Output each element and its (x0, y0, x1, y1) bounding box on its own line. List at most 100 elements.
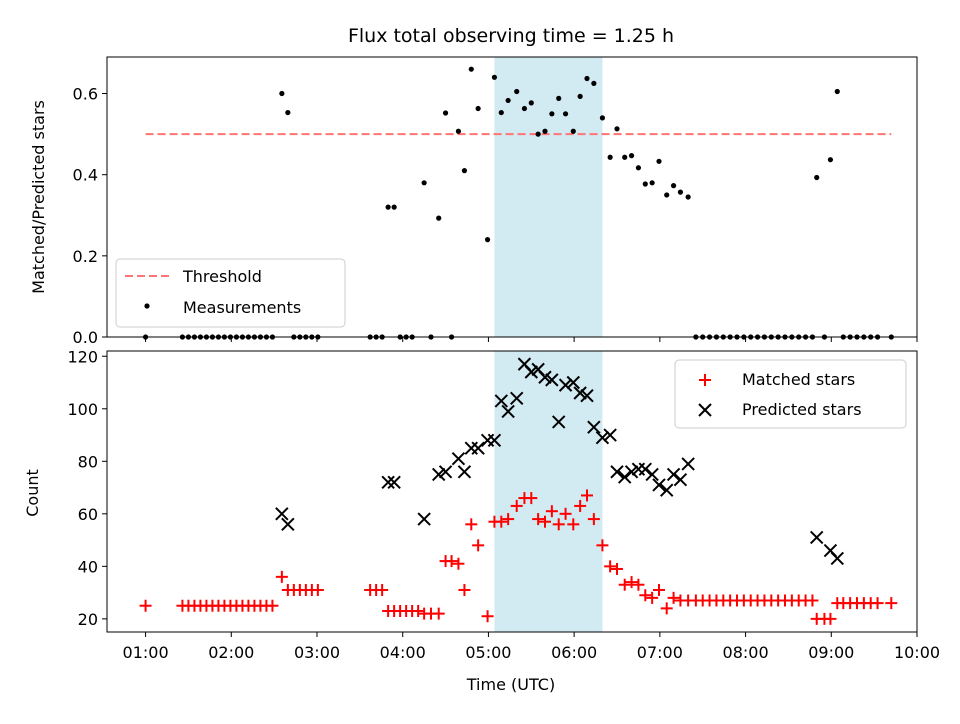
predicted-star-marker (457, 465, 472, 479)
legend-label-matched: Matched stars (742, 370, 855, 389)
count-y-tick-label: 120 (67, 347, 98, 366)
predicted-star-marker (638, 462, 652, 476)
x-tick-label: 06:00 (551, 643, 597, 662)
measurement-point (834, 88, 840, 95)
predicted-star-marker (464, 441, 478, 455)
predicted-star-marker (673, 472, 688, 487)
measurement-point (535, 131, 541, 137)
ratio-axis-ticks: 0.0 0.2 0.4 0.6 (73, 85, 918, 347)
predicted-star-marker (660, 483, 674, 497)
predicted-star-marker (552, 415, 566, 429)
matched-star-marker (432, 607, 445, 620)
matched-star-marker (275, 570, 288, 583)
predicted-star-marker (810, 530, 824, 545)
matched-star-marker (871, 597, 884, 610)
predicted-star-marker (610, 465, 624, 479)
legend-label-measurements: Measurements (183, 298, 301, 317)
count-marks (139, 357, 898, 625)
matched-star-marker (567, 518, 580, 531)
measurement-point (584, 75, 590, 82)
matched-star-marker (824, 612, 837, 625)
matched-star-marker (502, 513, 515, 526)
measurement-point (385, 204, 391, 210)
count-y-tick-label: 100 (67, 400, 98, 419)
measurement-point (442, 110, 449, 116)
predicted-star-marker (494, 394, 508, 408)
matched-star-marker (587, 513, 600, 526)
matched-legend-marker (699, 374, 711, 386)
matched-star-marker (412, 604, 425, 617)
predicted-star-marker (566, 375, 580, 390)
matched-star-marker (885, 597, 898, 610)
measurement-point (577, 93, 583, 99)
predicted-star-marker (524, 365, 538, 379)
count-y-tick-label: 20 (78, 610, 98, 629)
matched-star-marker (525, 492, 538, 505)
measurement-point (549, 111, 555, 117)
matched-star-marker (552, 518, 565, 531)
predicted-star-marker (603, 428, 617, 442)
chart-title: Flux total observing time = 1.25 h (348, 25, 674, 47)
ratio-legend: Threshold Measurements (115, 258, 346, 328)
predicted-star-marker (558, 378, 573, 392)
x-tick-label: 05:00 (465, 643, 511, 662)
matched-star-marker (532, 513, 545, 526)
measurement-point (607, 154, 613, 160)
x-tick-label: 02:00 (208, 643, 254, 662)
count-legend: Matched stars Predicted stars (674, 359, 907, 429)
count-y-tick-label: 40 (78, 557, 98, 576)
predicted-star-marker (580, 388, 594, 403)
measurement-point (685, 194, 691, 200)
measurement-point (656, 158, 662, 164)
matched-star-marker (581, 489, 593, 502)
matched-star-marker (266, 599, 279, 612)
measurement-point (570, 128, 576, 134)
x-tick-label: 04:00 (380, 643, 426, 662)
measurement-point (475, 105, 481, 112)
predicted-star-marker (618, 470, 632, 484)
x-tick-label: 07:00 (637, 643, 683, 662)
predicted-star-marker (587, 420, 601, 434)
x-tick-label: 09:00 (808, 643, 854, 662)
x-tick-label: 10:00 (894, 643, 940, 662)
matched-star-marker (545, 505, 558, 518)
observing-window-shade (494, 57, 603, 337)
x-tick-label: 08:00 (723, 643, 769, 662)
measurement-point (628, 153, 635, 159)
matched-star-marker (618, 578, 631, 591)
measurement-point (649, 180, 655, 186)
matched-star-marker (510, 499, 523, 512)
count-axis-ticks: 20 40 60 80 100 120 01:00 02:00 03:00 04:00 05:00 0… (67, 347, 940, 662)
measurement-point (514, 88, 520, 95)
predicted-star-marker (830, 551, 844, 566)
matched-star-marker (458, 583, 471, 596)
matched-star-marker (445, 555, 458, 568)
matched-star-marker (632, 578, 645, 591)
measurement-point (827, 157, 834, 163)
predicted-star-marker (480, 433, 495, 447)
measurement-point (285, 109, 291, 116)
ratio-y-tick-label: 0.0 (73, 328, 98, 347)
measurement-point (591, 80, 597, 86)
matched-star-marker (660, 602, 673, 615)
predicted-legend-marker (698, 403, 712, 417)
predicted-star-marker (573, 386, 587, 400)
count-panel: 20 40 60 80 100 120 01:00 02:00 03:00 04:00 05:00 0… (23, 347, 940, 694)
measurement-point (556, 95, 562, 101)
measurement-point (614, 126, 620, 132)
matched-star-marker (604, 560, 617, 573)
measurement-point (528, 100, 534, 106)
matched-star-marker (667, 591, 680, 604)
measurement-point (562, 111, 569, 117)
count-legend-box (674, 359, 907, 429)
x-axis-label: Time (UTC) (466, 675, 555, 694)
predicted-star-marker (645, 467, 659, 482)
predicted-star-marker (281, 517, 295, 532)
predicted-star-marker (381, 475, 395, 490)
measurement-point (461, 168, 468, 174)
matched-star-marker (139, 599, 152, 612)
measurement-point (635, 165, 642, 171)
x-tick-label: 01:00 (123, 643, 169, 662)
matched-star-marker (611, 562, 623, 575)
count-plot-frame (106, 350, 918, 633)
